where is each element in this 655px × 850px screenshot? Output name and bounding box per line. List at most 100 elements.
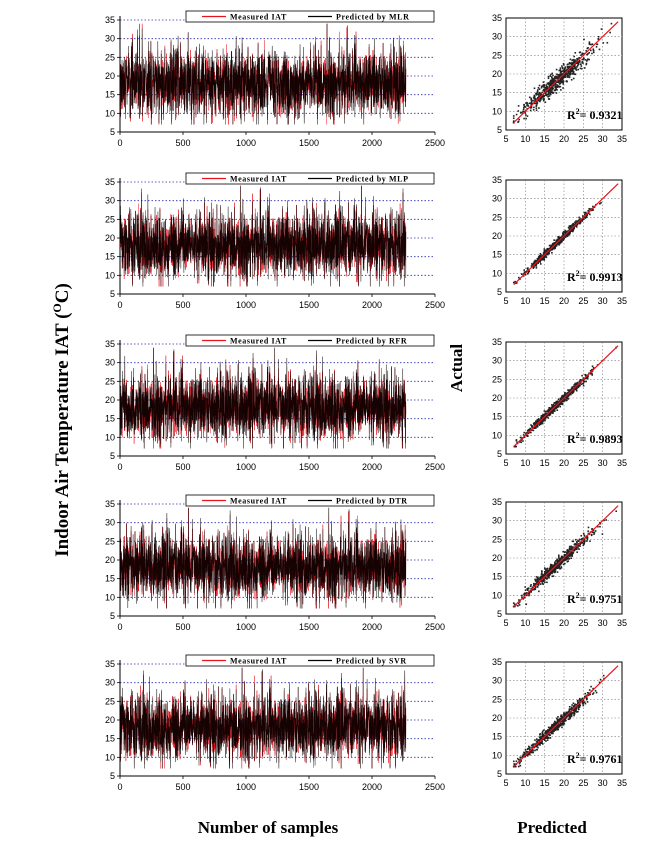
- scatter-x-tick-label: 20: [559, 458, 569, 468]
- scatter-point: [561, 65, 563, 67]
- scatter-point: [568, 706, 571, 708]
- scatter-point: [587, 209, 590, 212]
- scatter-point: [570, 715, 573, 717]
- scatter-point: [530, 591, 532, 593]
- scatter-point: [563, 397, 566, 400]
- scatter-point: [549, 89, 551, 92]
- x-tick-label: 2500: [425, 300, 445, 310]
- scatter-point: [582, 62, 584, 64]
- scatter-point: [532, 429, 535, 432]
- scatter-point: [546, 414, 549, 416]
- scatter-point: [548, 252, 550, 255]
- scatter-point: [565, 396, 567, 399]
- scatter-point: [579, 699, 581, 702]
- scatter-point: [553, 724, 555, 727]
- scatter-point: [568, 708, 571, 711]
- scatter-point: [540, 573, 543, 576]
- scatter-point: [560, 714, 563, 717]
- scatter-point: [596, 43, 599, 46]
- scatter-point: [547, 98, 550, 100]
- scatter-point: [582, 544, 585, 547]
- scatter-point: [559, 563, 562, 566]
- scatter-point: [558, 75, 561, 77]
- scatter-point: [512, 281, 515, 284]
- scatter-point: [574, 223, 577, 225]
- scatter-point: [539, 423, 541, 425]
- scatter-point: [543, 418, 545, 421]
- scatter-point: [544, 92, 547, 95]
- scatter-point: [592, 687, 594, 690]
- scatter-x-tick-label: 25: [578, 778, 588, 788]
- scatter-point: [517, 765, 520, 768]
- scatter-point: [562, 722, 564, 724]
- scatter-point: [545, 570, 547, 572]
- scatter-point: [578, 540, 580, 542]
- scatter-point: [573, 60, 575, 63]
- scatter-point: [554, 402, 557, 404]
- scatter-x-tick-label: 30: [598, 458, 608, 468]
- scatter-point: [563, 64, 565, 66]
- scatter-point: [562, 239, 564, 242]
- scatter-point: [559, 718, 561, 721]
- r2-annotation: R2= 0.9321: [567, 107, 623, 122]
- scatter-point: [557, 237, 560, 240]
- scatter-point: [551, 724, 553, 726]
- scatter-point: [555, 404, 557, 406]
- scatter-point: [565, 399, 568, 402]
- scatter-point: [573, 73, 576, 75]
- scatter-x-tick-label: 10: [520, 134, 530, 144]
- scatter-point: [522, 754, 524, 757]
- scatter-point: [516, 282, 518, 284]
- x-tick-label: 1500: [299, 462, 319, 472]
- scatter-point: [535, 109, 538, 111]
- scatter-point: [562, 231, 565, 233]
- scatter-point: [554, 85, 556, 88]
- scatter-point: [539, 98, 541, 100]
- scatter-point: [582, 382, 585, 384]
- scatter-point: [592, 693, 594, 695]
- scatter-y-tick-label: 30: [492, 676, 502, 686]
- scatter-point: [589, 693, 592, 696]
- scatter-point: [543, 258, 546, 261]
- scatter-point: [582, 540, 585, 542]
- scatter-point: [562, 237, 565, 239]
- legend: Measured IAT Predicted by RFR: [185, 334, 435, 347]
- scatter-point: [553, 407, 556, 410]
- scatter-point: [585, 211, 587, 214]
- scatter-point: [591, 528, 594, 530]
- scatter-x-tick-label: 25: [578, 458, 588, 468]
- scatter-point: [584, 217, 587, 219]
- scatter-point: [559, 82, 562, 85]
- scatter-point: [542, 81, 545, 83]
- scatter-point: [549, 731, 552, 733]
- scatter-point: [530, 101, 533, 104]
- scatter-point: [530, 103, 533, 106]
- scatter-point: [568, 70, 570, 73]
- scatter-point: [572, 70, 574, 72]
- scatter-point: [556, 402, 559, 404]
- scatter-point: [561, 726, 563, 729]
- scatter-point: [566, 80, 568, 83]
- scatter-point: [529, 746, 531, 749]
- scatter-point: [525, 750, 527, 753]
- scatter-point: [557, 726, 559, 728]
- line-panel: 5 10 15 20 25 30 35 0 500 1000 1500 2000 2500 Measure…: [105, 494, 445, 632]
- scatter-point: [532, 109, 535, 111]
- scatter-point: [575, 548, 577, 550]
- scatter-point: [555, 723, 557, 725]
- scatter-point: [574, 68, 577, 70]
- scatter-point: [569, 717, 571, 720]
- scatter-point: [539, 578, 541, 581]
- scatter-point: [554, 402, 556, 404]
- scatter-point: [533, 424, 536, 426]
- scatter-point: [552, 91, 555, 94]
- scatter-point: [562, 233, 564, 235]
- scatter-point: [533, 743, 535, 745]
- scatter-point: [572, 68, 575, 70]
- scatter-point: [569, 708, 572, 710]
- scatter-point: [556, 406, 559, 409]
- scatter-point: [536, 738, 538, 740]
- scatter-point: [558, 720, 560, 722]
- scatter-point: [553, 723, 555, 726]
- scatter-point: [556, 84, 559, 86]
